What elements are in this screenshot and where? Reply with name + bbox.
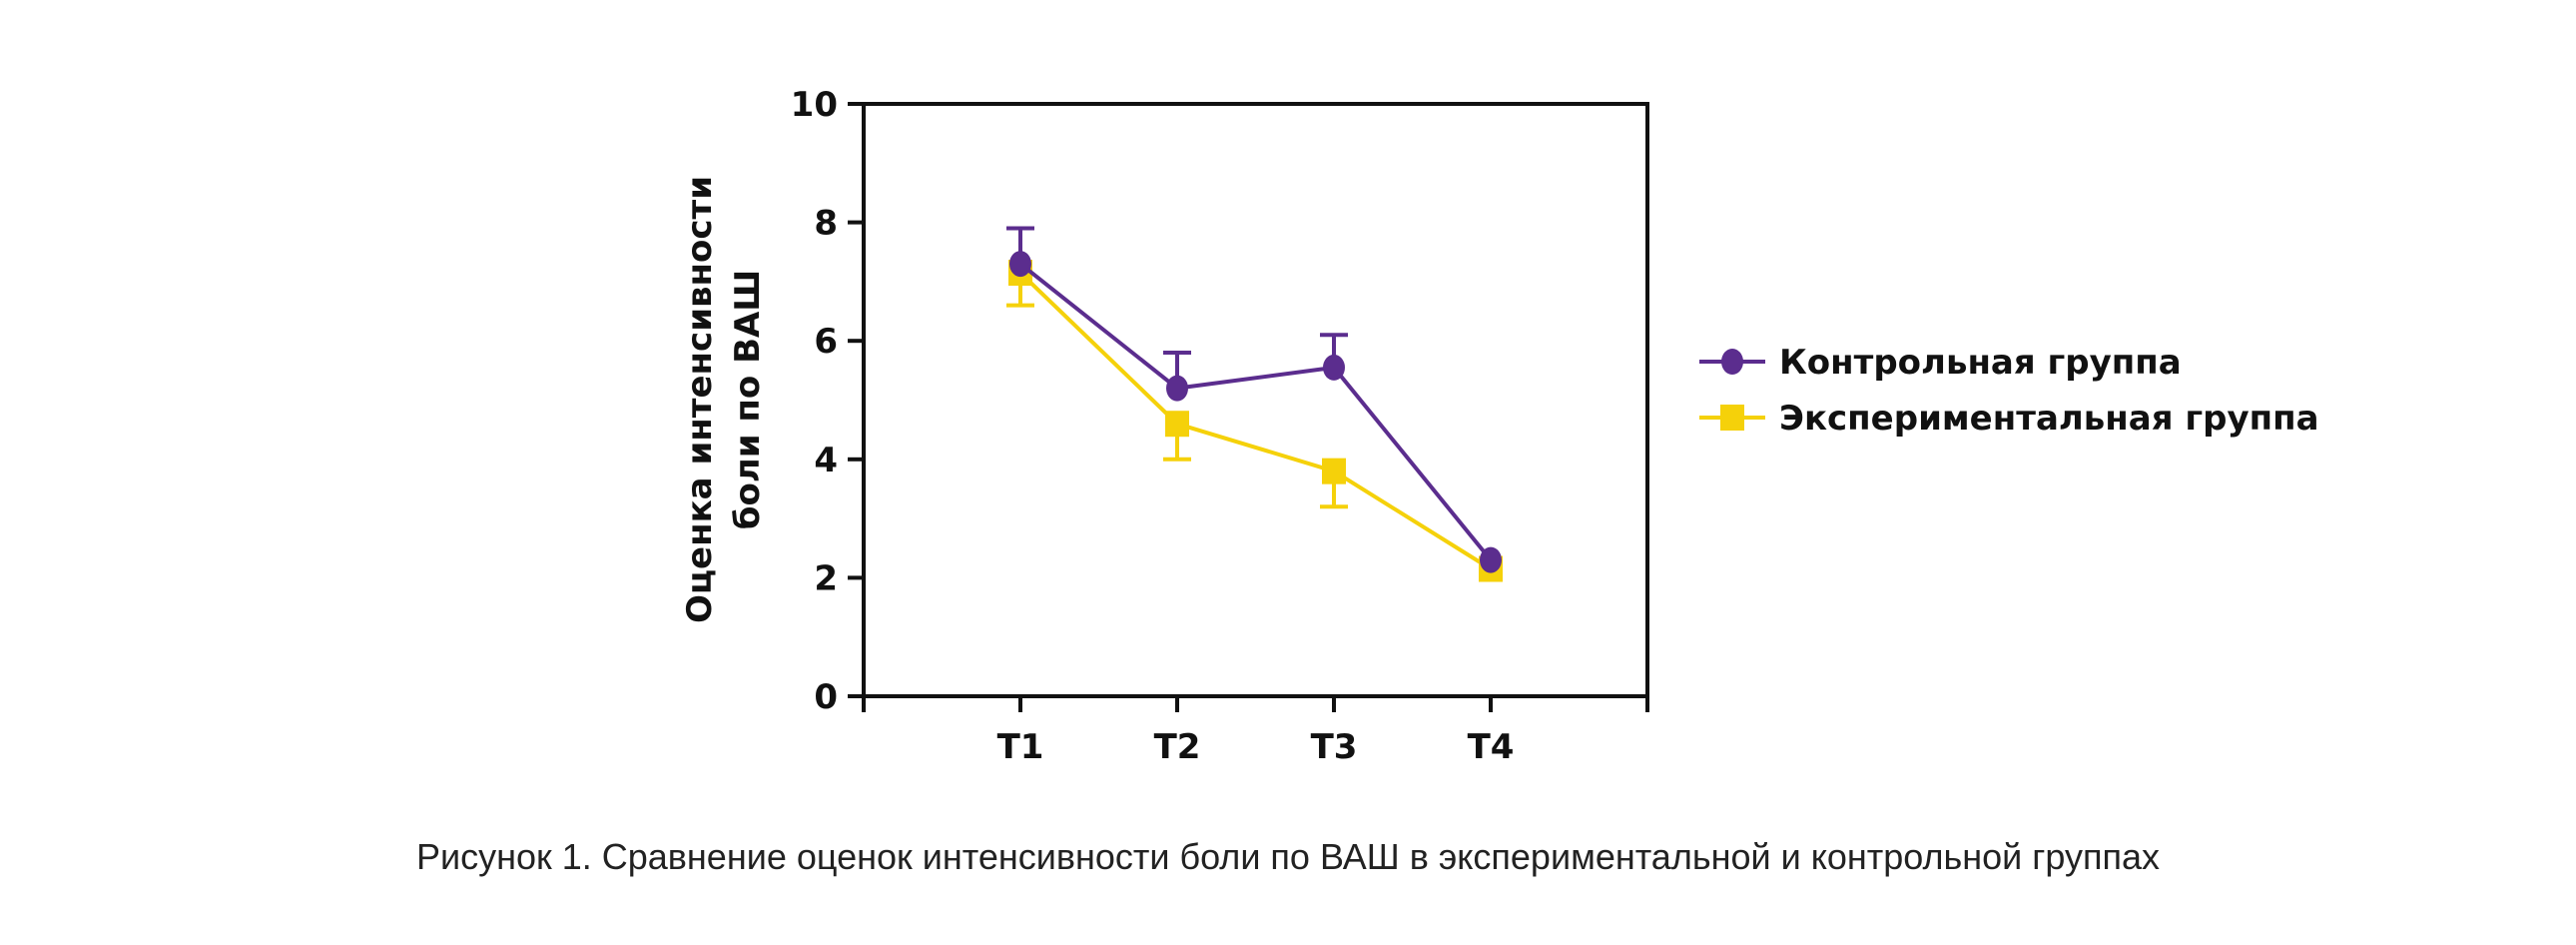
x-tick-label: T1 [997,727,1044,767]
x-tick-label: T3 [1311,727,1358,767]
legend-label: Экспериментальная группа [1779,399,2319,439]
series-line-control [1018,262,1493,561]
x-tick-label: T4 [1468,727,1515,767]
y-axis-label-line-1: Оценка интенсивности [680,176,720,623]
chart-marks [1006,226,1503,582]
plot-frame [862,102,1649,698]
y-tick-label: 0 [814,677,838,717]
data-point [1009,251,1031,278]
data-point [1322,458,1346,484]
y-tick-label: 8 [814,204,838,244]
y-tick-label: 2 [814,558,838,598]
data-point [1166,375,1188,402]
figure-caption: Рисунок 1. Сравнение оценок интенсивност… [416,836,2160,877]
data-point [1480,546,1502,573]
legend-marker-square [1720,405,1744,431]
series-line-experimental [1018,271,1493,571]
data-point [1165,411,1189,438]
y-axis-label-line-2: боли по ВАШ [728,270,768,530]
legend-marker-circle [1721,349,1743,375]
y-tick-label: 6 [814,322,838,362]
data-point [1323,354,1345,381]
legend-label: Контрольная группа [1779,343,2182,383]
y-tick-label: 4 [814,441,838,480]
y-tick-label: 10 [791,85,838,125]
x-tick-label: T2 [1154,727,1201,767]
axes: 0 2 4 6 8 10 T1 T2 T3 T4 [791,85,1649,767]
legend: Контрольная группа Экспериментальная груп… [1699,343,2319,439]
